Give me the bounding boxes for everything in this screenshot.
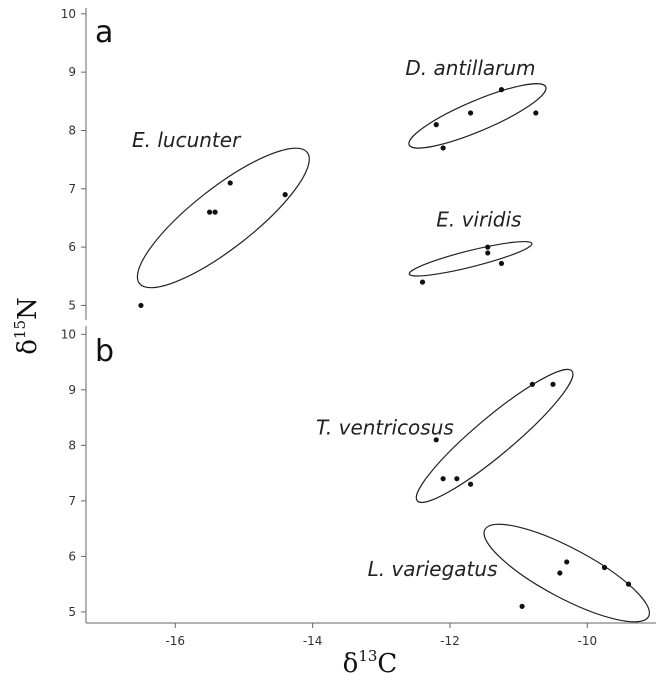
t-ventricosus-point xyxy=(467,481,474,487)
d-antillarum-point xyxy=(467,110,474,116)
e-lucunter-ellipse xyxy=(136,147,310,289)
panel-a-marks: E. lucunter D. antillarum E. viridis xyxy=(132,56,547,309)
e-viridis-ellipse xyxy=(408,240,533,277)
e-viridis-point xyxy=(485,250,491,256)
l-variegatus-point xyxy=(519,603,525,609)
e-viridis-point xyxy=(485,244,491,250)
l-variegatus-ellipse xyxy=(483,523,651,623)
panel-a-y-ticks: 5 6 7 8 9 10 xyxy=(61,7,86,312)
y-tick-label: 7 xyxy=(68,182,76,196)
x-tick-label: -10 xyxy=(578,634,598,648)
e-viridis-point xyxy=(419,279,426,285)
d-antillarum-point xyxy=(440,145,446,151)
l-variegatus-point xyxy=(557,570,563,576)
e-lucunter-point xyxy=(282,192,288,198)
t-ventricosus-point xyxy=(550,381,556,387)
e-viridis-point xyxy=(498,260,505,267)
d-antillarum-point xyxy=(498,87,505,93)
e-lucunter-point xyxy=(227,180,233,186)
d-antillarum-ellipse xyxy=(408,83,547,149)
e-lucunter-point xyxy=(207,209,213,215)
panel-b-marks: T. ventricosus L. variegatus xyxy=(316,368,651,623)
t-ventricosus-point xyxy=(440,476,446,482)
panel-b-y-ticks: 5 6 7 8 9 10 xyxy=(61,327,86,619)
y-axis-title-element: N xyxy=(13,297,43,320)
y-tick-label: 10 xyxy=(61,327,76,341)
y-tick-label: 9 xyxy=(68,383,76,397)
y-axis-title-superscript: 15 xyxy=(11,320,29,339)
e-lucunter-point xyxy=(212,209,218,215)
t-ventricosus-point xyxy=(529,381,535,387)
l-variegatus-point xyxy=(564,559,570,565)
t-ventricosus-point xyxy=(433,437,439,443)
t-ventricosus-point xyxy=(454,476,460,482)
panel-a-frame xyxy=(86,8,656,320)
x-tick-label: -14 xyxy=(303,634,323,648)
x-axis-title-element: C xyxy=(377,649,397,679)
t-ventricosus-label: T. ventricosus xyxy=(316,415,454,439)
x-axis-title: δ13C xyxy=(343,647,398,679)
y-tick-label: 5 xyxy=(68,605,76,619)
l-variegatus-label: L. variegatus xyxy=(368,557,498,581)
y-tick-label: 8 xyxy=(68,123,76,137)
y-tick-label: 8 xyxy=(68,438,76,452)
y-tick-label: 5 xyxy=(68,298,76,312)
e-lucunter-point xyxy=(138,302,144,309)
panel-b-letter: b xyxy=(95,334,114,369)
d-antillarum-point xyxy=(533,110,539,116)
t-ventricosus-ellipse xyxy=(415,368,574,503)
d-antillarum-point xyxy=(433,122,439,128)
y-axis-title-symbol: δ xyxy=(13,339,43,355)
e-viridis-label: E. viridis xyxy=(436,208,521,232)
e-lucunter-label: E. lucunter xyxy=(132,128,242,152)
panel-a-letter: a xyxy=(95,15,113,50)
x-tick-label: -12 xyxy=(440,634,460,648)
x-tick-label: -16 xyxy=(165,634,185,648)
y-axis-title: δ15N xyxy=(11,297,43,355)
y-tick-label: 6 xyxy=(68,549,76,563)
y-tick-label: 10 xyxy=(61,7,76,21)
panel-a: a 5 6 7 8 9 10 E. lucunter D. antillarum E. vir… xyxy=(61,7,656,320)
y-tick-label: 6 xyxy=(68,240,76,254)
l-variegatus-point xyxy=(601,564,608,571)
y-tick-label: 9 xyxy=(68,65,76,79)
y-tick-label: 7 xyxy=(68,494,76,508)
l-variegatus-point xyxy=(625,581,632,587)
d-antillarum-label: D. antillarum xyxy=(405,56,535,80)
x-axis-title-superscript: 13 xyxy=(358,647,377,665)
x-axis-title-symbol: δ xyxy=(343,649,359,679)
panel-b: b 5 6 7 8 9 10 T. ventricosus L. variegatus xyxy=(61,326,656,624)
x-axis-ticks: -16 -14 -12 -10 xyxy=(165,623,597,648)
